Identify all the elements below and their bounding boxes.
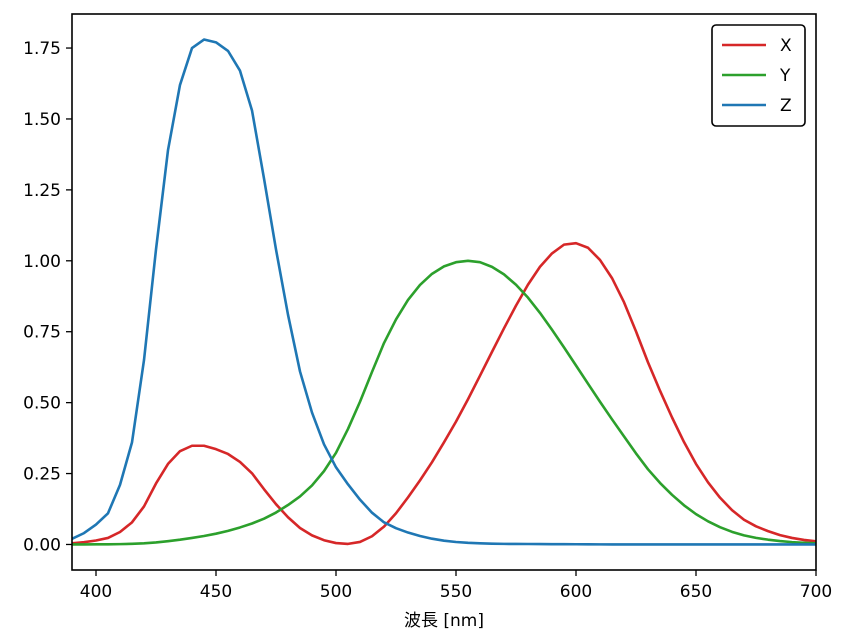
x-tick-label: 550 <box>440 582 472 602</box>
x-axis-label: 波長 [nm] <box>404 611 484 631</box>
x-axis: 400 450 500 550 600 650 700 <box>80 570 832 602</box>
y-tick-label: 1.25 <box>23 181 61 201</box>
x-tick-label: 700 <box>800 582 832 602</box>
x-tick-label: 500 <box>320 582 352 602</box>
y-tick-label: 1.75 <box>23 39 61 59</box>
x-tick-label: 450 <box>200 582 232 602</box>
y-tick-label: 1.50 <box>23 110 61 130</box>
legend: XYZ <box>711 24 806 127</box>
legend-label-y: Y <box>779 66 791 86</box>
series-line-x <box>72 241 816 546</box>
y-axis: 0.00 0.25 0.50 0.75 1.00 1.25 1.50 1.75 <box>23 39 72 555</box>
x-tick-label: 400 <box>80 582 112 602</box>
legend-label-z: Z <box>780 96 792 116</box>
y-tick-label: 0.25 <box>23 465 61 485</box>
series-line-z <box>72 38 816 546</box>
y-tick-label: 1.00 <box>23 252 61 272</box>
series-layer <box>72 38 816 546</box>
series-line-y <box>72 259 816 546</box>
axes-frame <box>71 13 817 571</box>
y-tick-label: 0.00 <box>23 535 61 555</box>
x-tick-label: 600 <box>560 582 592 602</box>
plot-area <box>71 13 817 571</box>
x-tick-label: 650 <box>680 582 712 602</box>
y-tick-label: 0.50 <box>23 394 61 414</box>
legend-label-x: X <box>780 36 792 56</box>
y-tick-label: 0.75 <box>23 323 61 343</box>
